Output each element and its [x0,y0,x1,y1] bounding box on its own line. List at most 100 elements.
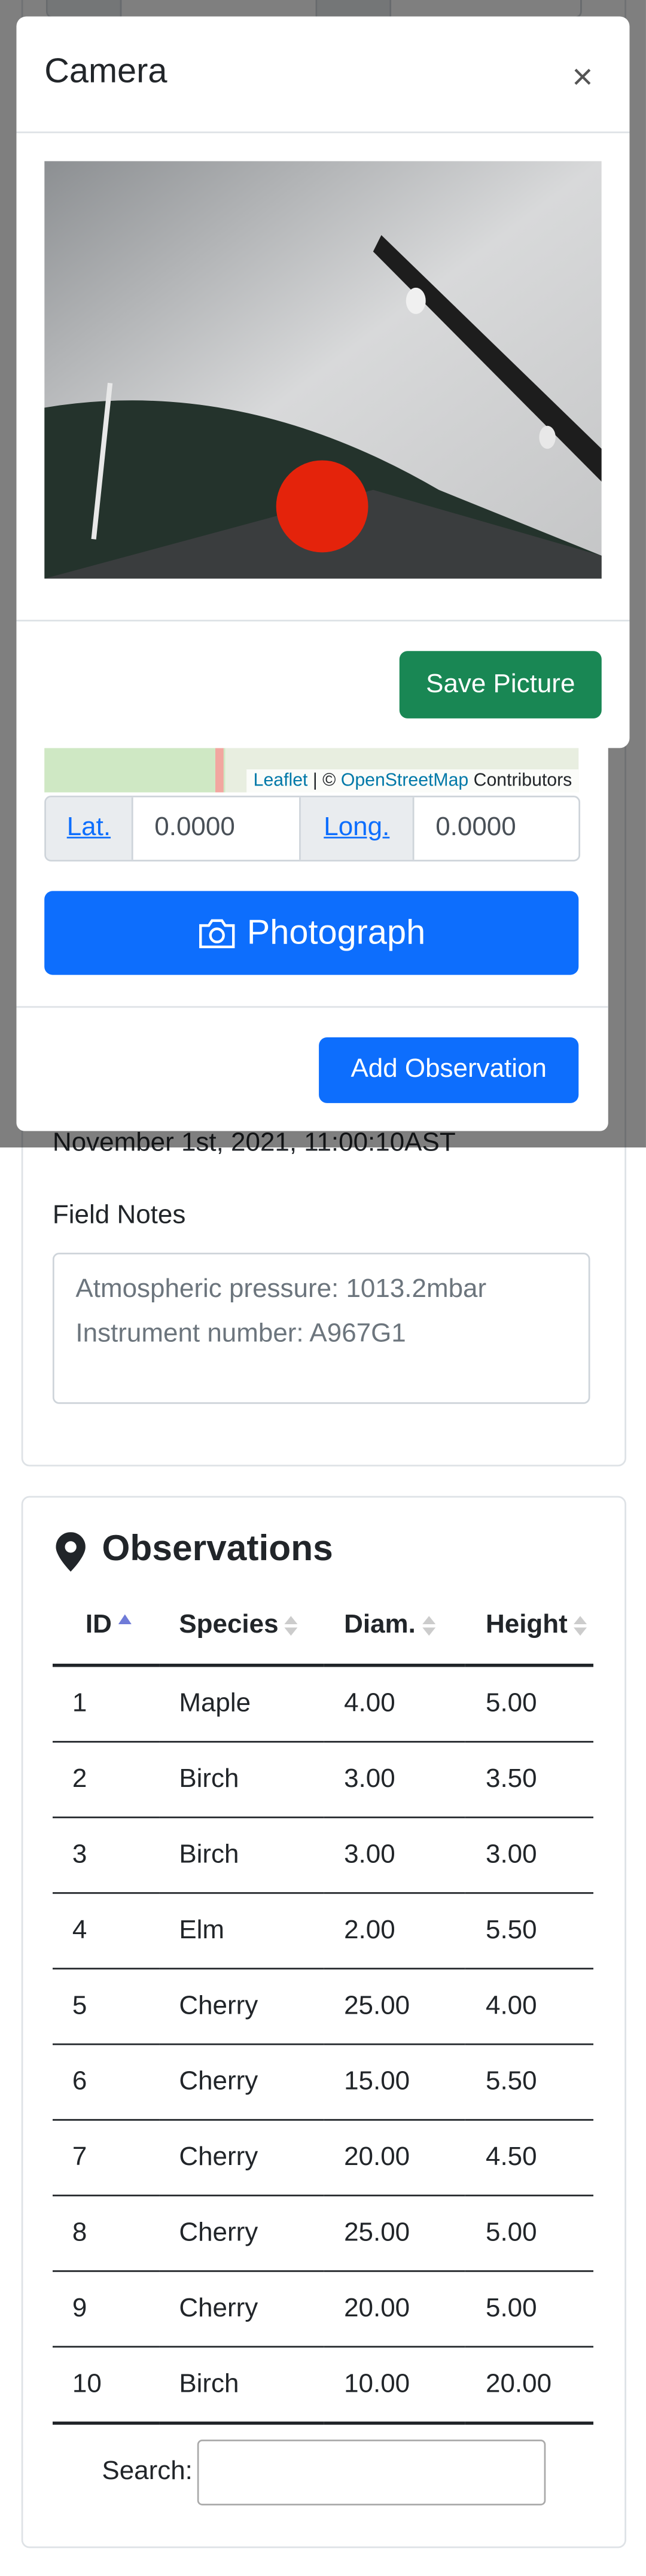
table-row: 9 Cherry 20.00 5.00 [52,2271,594,2348]
table-row: 3 Birch 3.00 3.00 [52,1817,594,1894]
osm-link[interactable]: OpenStreetMap [340,771,469,791]
column-header-text: Diam. [344,1611,416,1639]
table-cell: Cherry [159,2120,325,2197]
map: Leaflet | © OpenStreetMap Contributors [44,748,579,793]
table-row: 5 Cherry 25.00 4.00 [52,1968,594,2045]
table-wrapper: ID Species Diam. Height 1 Maple 4.00 5.00 2 Birch… [52,1588,594,2425]
table-cell: 2.00 [324,1893,467,1970]
table-cell: 5.50 [466,2044,594,2121]
table-cell: 20.00 [324,2120,467,2197]
search-input[interactable] [197,2440,546,2505]
table-cell: 3.00 [466,1817,594,1894]
field-notes-label: Field Notes [52,1201,186,1230]
table-row: 7 Cherry 20.00 4.50 [52,2120,594,2197]
table-cell: 5 [52,1968,160,2045]
column-header[interactable]: Diam. [324,1588,467,1667]
add-observation-button[interactable]: Add Observation [319,1037,579,1103]
table-cell: 7 [52,2120,160,2197]
table-cell: Cherry [159,2044,325,2121]
close-button[interactable]: × [572,56,593,98]
table-cell: 8 [52,2195,160,2272]
table-cell: 9 [52,2271,160,2348]
table-cell: 5.00 [466,1665,594,1743]
attribution-separator: | © [312,771,336,791]
table-cell: Elm [159,1893,325,1970]
table-row: 8 Cherry 25.00 5.00 [52,2195,594,2272]
table-cell: 3.00 [324,1817,467,1894]
table-cell: 4.50 [466,2120,594,2197]
table-cell: 20.00 [466,2346,594,2425]
sort-indicator [118,1613,132,1624]
attribution-suffix: Contributors [473,771,572,791]
divider [16,1006,608,1008]
table-row: 2 Birch 3.00 3.50 [52,1741,594,1819]
photograph-button[interactable]: Photograph [44,891,579,975]
map-attribution: Leaflet | © OpenStreetMap Contributors [246,769,579,793]
table-cell: 4.00 [324,1665,467,1743]
table-cell: 5.00 [466,2195,594,2272]
observations-table: ID Species Diam. Height 1 Maple 4.00 5.00 2 Birch… [52,1588,594,2425]
table-cell: 3.00 [324,1741,467,1819]
long-value[interactable]: 0.0000 [435,814,516,842]
table-cell: 2 [52,1741,160,1819]
sort-indicator [422,1615,435,1636]
table-cell: 4.00 [466,1968,594,2045]
sort-indicator [285,1615,298,1636]
table-cell: 1 [52,1665,160,1743]
map-road [215,748,224,793]
column-header[interactable]: Height [466,1588,594,1667]
map-park [44,748,226,793]
column-header-text: Height [485,1611,568,1639]
camera-modal: Camera × Save Picture [16,16,630,748]
save-picture-button[interactable]: Save Picture [399,651,602,718]
column-header-text: Species [179,1611,279,1639]
table-cell: 10 [52,2346,160,2425]
observations-title: Observations [102,1527,333,1569]
table-cell: Birch [159,1741,325,1819]
table-cell: Birch [159,1817,325,1894]
photograph-text: Photograph [246,913,426,951]
table-cell: 25.00 [324,1968,467,2045]
pin-icon [56,1532,86,1572]
search-label: Search: [102,2458,193,2486]
camera-title: Camera [44,52,167,91]
table-row: 6 Cherry 15.00 5.50 [52,2044,594,2121]
table-cell: 10.00 [324,2346,467,2425]
table-cell: 3.50 [466,1741,594,1819]
table-cell: 5.00 [466,2271,594,2348]
divider [16,131,630,133]
coordinates-group: Lat. 0.0000 Long. 0.0000 [44,796,581,861]
column-header[interactable]: Species [159,1588,325,1667]
lat-value[interactable]: 0.0000 [133,797,301,860]
long-label[interactable]: Long. [300,797,415,860]
observations-card: Observations ID Species Diam. Height 1 Maple 4… [21,1496,626,2548]
table-cell: 20.00 [324,2271,467,2348]
table-cell: 5.50 [466,1893,594,1970]
table-cell: Maple [159,1665,325,1743]
table-row: 1 Maple 4.00 5.00 [52,1665,594,1743]
field-notes-textarea[interactable]: Atmospheric pressure: 1013.2mbar Instrum… [52,1252,590,1404]
divider [16,619,630,622]
shutter-button[interactable] [276,460,368,553]
camera-preview[interactable] [44,161,602,579]
table-cell: 6 [52,2044,160,2121]
leaflet-link[interactable]: Leaflet [253,771,308,791]
table-cell: 25.00 [324,2195,467,2272]
sort-indicator [574,1615,587,1636]
field-notes-line: Atmospheric pressure: 1013.2mbar [75,1275,487,1304]
table-cell: Cherry [159,1968,325,2045]
column-header-text: ID [85,1611,112,1639]
table-cell: 3 [52,1817,160,1894]
lat-label[interactable]: Lat. [45,797,133,860]
column-header[interactable]: ID [52,1588,160,1667]
table-row: 4 Elm 2.00 5.50 [52,1893,594,1970]
camera-icon [199,918,235,948]
table-cell: Birch [159,2346,325,2425]
table-row: 10 Birch 10.00 20.00 [52,2346,594,2425]
table-cell: Cherry [159,2195,325,2272]
table-cell: 4 [52,1893,160,1970]
table-cell: Cherry [159,2271,325,2348]
field-notes-line: Instrument number: A967G1 [75,1320,406,1348]
